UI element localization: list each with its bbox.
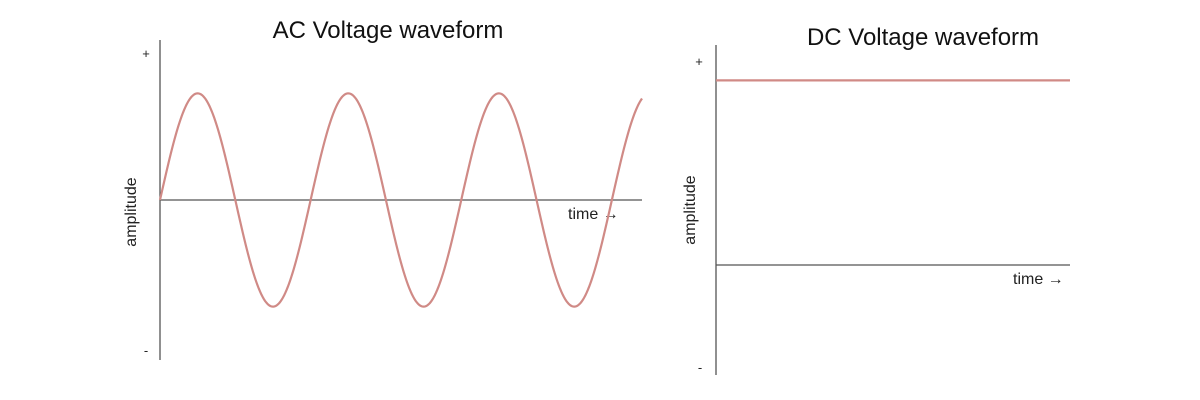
dc-x-axis-label: time →: [1013, 271, 1064, 288]
dc-y-axis-label: amplitude: [682, 175, 699, 244]
ac-chart: AC Voltage waveform + - amplitude time →: [123, 17, 643, 360]
dc-chart: DC Voltage waveform + - amplitude time →: [682, 24, 1070, 375]
ac-y-axis-label: amplitude: [123, 177, 140, 246]
ac-y-min-label: -: [144, 343, 148, 358]
ac-chart-title: AC Voltage waveform: [273, 17, 504, 44]
dc-chart-title: DC Voltage waveform: [807, 24, 1039, 51]
ac-x-axis-label: time →: [568, 206, 619, 223]
dc-y-max-label: +: [695, 54, 703, 69]
ac-y-max-label: +: [142, 46, 150, 61]
ac-sine-wave: [158, 92, 643, 308]
dc-y-min-label: -: [698, 360, 702, 375]
